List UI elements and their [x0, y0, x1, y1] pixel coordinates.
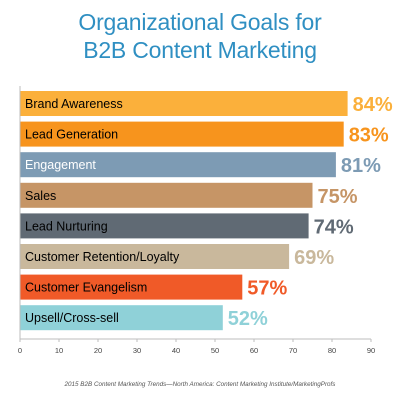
value-label-5: 69%: [294, 247, 334, 269]
category-label-1: Lead Generation: [25, 128, 118, 142]
chart-title-line-1: Organizational Goals for: [78, 9, 322, 35]
x-tick-label-1: 10: [55, 346, 63, 355]
category-label-2: Engagement: [25, 158, 96, 172]
x-tick-label-2: 20: [94, 346, 102, 355]
bar-0: [20, 91, 348, 116]
category-label-0: Brand Awareness: [25, 97, 123, 111]
category-label-5: Customer Retention/Loyalty: [25, 250, 180, 264]
bar-6: [20, 274, 243, 300]
x-tick-label-4: 40: [172, 346, 180, 355]
value-label-3: 75%: [318, 186, 358, 208]
x-tick-label-7: 70: [289, 346, 297, 355]
category-label-6: Customer Evangelism: [25, 281, 147, 295]
x-tick-label-3: 30: [133, 346, 141, 355]
bar-5: [20, 244, 290, 269]
value-label-2: 81%: [341, 155, 381, 177]
chart-title: Organizational Goals for B2B Content Mar…: [0, 8, 400, 64]
x-tick-label-0: 0: [18, 346, 22, 355]
bar-4: [20, 213, 309, 239]
value-label-6: 57%: [247, 278, 287, 300]
category-label-4: Lead Nurturing: [25, 219, 108, 233]
source-note: 2015 B2B Content Marketing Trends—North …: [64, 381, 336, 388]
bar-2: [20, 152, 336, 178]
chart-title-line-2: B2B Content Marketing: [83, 37, 317, 63]
value-label-1: 83%: [349, 125, 389, 147]
value-label-7: 52%: [228, 308, 268, 330]
x-tick-label-8: 80: [328, 346, 336, 355]
value-label-4: 74%: [314, 216, 354, 238]
category-label-7: Upsell/Cross-sell: [25, 311, 119, 325]
category-label-3: Sales: [25, 189, 56, 203]
bar-1: [20, 121, 344, 147]
x-tick-label-5: 50: [211, 346, 219, 355]
bar-7: [20, 305, 223, 331]
bar-3: [20, 182, 313, 208]
x-tick-label-9: 90: [367, 346, 375, 355]
value-label-0: 84%: [353, 94, 393, 116]
x-tick-label-6: 60: [250, 346, 258, 355]
